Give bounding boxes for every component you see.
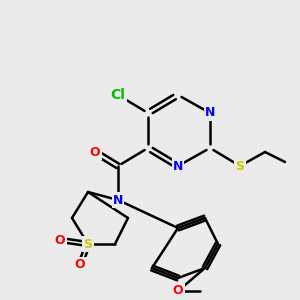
Text: N: N xyxy=(205,106,215,119)
Text: O: O xyxy=(75,259,85,272)
Text: O: O xyxy=(173,284,183,298)
Text: Cl: Cl xyxy=(111,88,125,102)
Text: O: O xyxy=(90,146,100,158)
Text: N: N xyxy=(113,194,123,206)
Text: N: N xyxy=(173,160,183,172)
Text: S: S xyxy=(236,160,244,172)
Text: S: S xyxy=(83,238,92,250)
Text: O: O xyxy=(55,233,65,247)
